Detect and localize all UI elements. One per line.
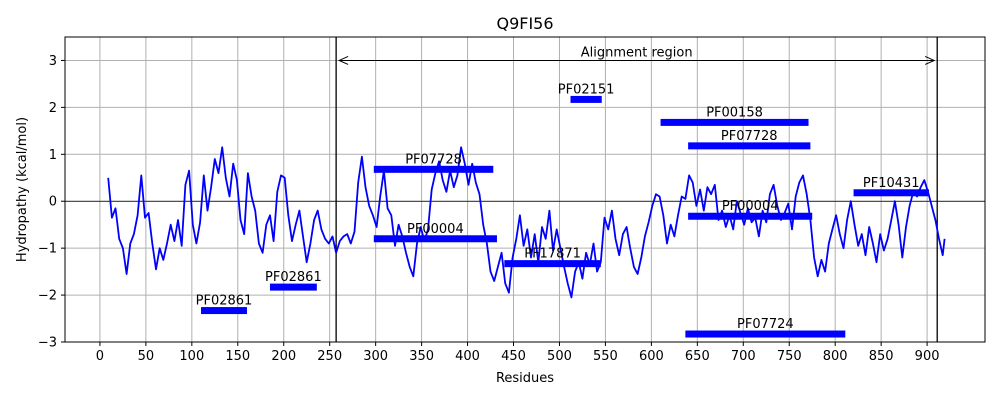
x-tick-label: 0: [96, 349, 104, 364]
domain-bar: [685, 330, 846, 338]
x-tick-label: 650: [685, 349, 710, 364]
domain-bar: [373, 235, 497, 243]
x-tick-label: 100: [179, 349, 204, 364]
series-group: [107, 146, 946, 299]
alignment-region-label: Alignment region: [581, 45, 693, 60]
x-tick-label: 600: [639, 349, 664, 364]
y-tick-label: 2: [49, 101, 57, 116]
domain-label: PF00004: [722, 199, 779, 214]
x-tick-label: 300: [363, 349, 388, 364]
x-tick-label: 700: [731, 349, 756, 364]
domain-bar: [504, 260, 601, 268]
x-tick-label: 350: [409, 349, 434, 364]
domain-label: PF17871: [524, 247, 581, 262]
x-tick-label: 450: [501, 349, 526, 364]
hydropathy-line: [107, 146, 946, 299]
x-tick-label: 200: [271, 349, 296, 364]
x-tick-label: 750: [777, 349, 802, 364]
domain-bar: [269, 283, 317, 291]
domain-bar: [201, 307, 247, 315]
y-tick-label: 1: [49, 148, 57, 163]
x-tick-label: 550: [593, 349, 618, 364]
y-tick-label: 3: [49, 54, 57, 69]
domain-bar: [570, 95, 602, 103]
domain-bar: [688, 142, 811, 150]
x-tick-label: 150: [225, 349, 250, 364]
domain-label: PF10431: [863, 176, 920, 191]
y-axis-title: Hydropathy (kcal/mol): [15, 117, 30, 262]
domain-label: PF02151: [558, 82, 615, 97]
domain-bar: [373, 165, 494, 173]
domain-label: PF07724: [737, 317, 794, 332]
chart-title: Q9FI56: [496, 14, 553, 33]
domain-label: PF02861: [196, 294, 253, 309]
domain-bar: [688, 212, 813, 220]
x-tick-label: 850: [869, 349, 894, 364]
alignment-arrow-right-head: [925, 56, 936, 65]
domain-label: PF00158: [706, 105, 763, 120]
domain-label: PF02861: [265, 270, 322, 285]
domain-label: PF07728: [405, 152, 462, 167]
domain-label: PF07728: [721, 129, 778, 144]
domain-label: PF00004: [407, 222, 464, 237]
y-tick-label: 0: [49, 195, 57, 210]
domain-bar: [853, 189, 929, 197]
alignment-arrow-left-head: [337, 56, 349, 65]
domain-bar: [660, 118, 809, 126]
x-tick-label: 250: [317, 349, 342, 364]
y-ticks: −3 −2 −1 0 1 2 3: [38, 54, 65, 351]
x-tick-label: 50: [138, 349, 155, 364]
domain-group: PF02861 PF02861 PF07728 PF00004 PF17871 PF021…: [196, 82, 929, 338]
alignment-region: Alignment region: [335, 37, 938, 342]
plot-frame: [64, 36, 986, 343]
x-tick-label: 400: [455, 349, 480, 364]
x-ticks: 0 50 100 150 200 250 300 350 400 450 500 550 600 650 7…: [96, 342, 940, 364]
x-tick-label: 900: [915, 349, 940, 364]
x-tick-label: 800: [823, 349, 848, 364]
y-tick-label: −2: [38, 289, 57, 304]
x-tick-label: 500: [547, 349, 572, 364]
y-tick-label: −3: [38, 336, 57, 351]
y-tick-label: −1: [38, 242, 57, 257]
x-axis-title: Residues: [496, 371, 554, 386]
